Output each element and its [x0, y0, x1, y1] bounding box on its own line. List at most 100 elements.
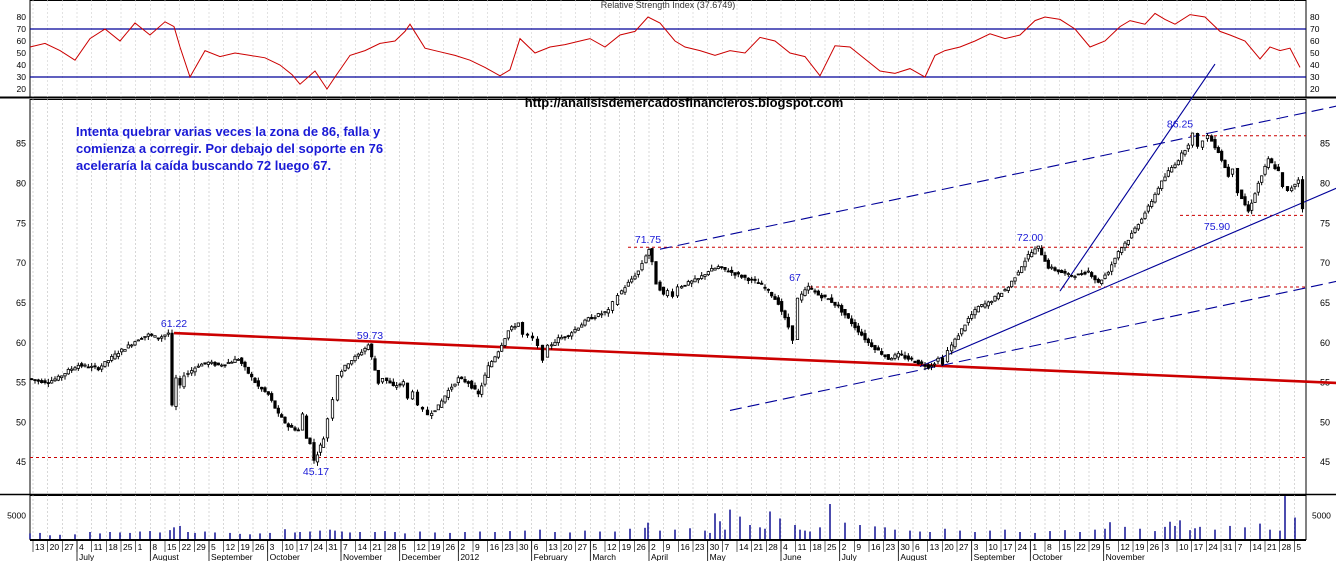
volume-bar	[1034, 532, 1036, 539]
candle-body	[360, 351, 364, 356]
volume-bar	[894, 529, 896, 539]
x-tick-label: 14	[358, 542, 368, 552]
candle-body	[236, 359, 240, 361]
volume-bar	[794, 525, 796, 539]
candle-body	[560, 336, 564, 340]
candle-body	[870, 342, 874, 347]
candle-body	[340, 371, 344, 377]
x-tick-label: 1	[1032, 542, 1037, 552]
candle-body	[373, 358, 377, 371]
candle-body	[1200, 140, 1205, 148]
x-tick-label: 11	[94, 542, 103, 552]
volume-bar	[341, 531, 343, 539]
candle-body	[100, 365, 104, 370]
candle-body	[670, 291, 675, 297]
candle-body	[120, 348, 124, 353]
x-tick-label: 30	[519, 542, 529, 552]
candle-body	[93, 365, 97, 368]
candle-body	[1016, 271, 1020, 276]
candle-body	[170, 332, 174, 406]
volume-bar	[1154, 531, 1156, 539]
rsi-tick-right: 80	[1310, 12, 1320, 22]
candle-body	[816, 290, 820, 296]
candle-body	[1103, 274, 1107, 279]
candle-body	[893, 354, 897, 359]
candle-body	[500, 344, 504, 352]
candle-body	[1096, 278, 1100, 283]
candle-body	[530, 335, 535, 339]
candle-body	[456, 377, 460, 383]
candle-body	[586, 317, 590, 322]
x-tick-label: 16	[871, 542, 881, 552]
volume-bar	[759, 527, 761, 539]
candle-body	[900, 353, 904, 356]
volume-bar	[1174, 525, 1176, 539]
x-month-label: August	[900, 552, 927, 561]
candle-body	[850, 318, 854, 325]
candle-body	[391, 381, 395, 387]
price-tick-right: 75	[1320, 218, 1330, 228]
volume-bar	[1194, 528, 1196, 539]
candle-body	[813, 290, 817, 293]
candle-body	[1026, 253, 1030, 260]
x-tick-label: 15	[167, 542, 177, 552]
price-tick-left: 80	[16, 179, 26, 189]
rsi-title: Relative Strength Index (37.6749)	[601, 0, 736, 10]
candle-body	[833, 301, 837, 306]
candle-body	[33, 379, 37, 381]
candle-body	[910, 357, 914, 360]
candle-body	[993, 295, 997, 302]
volume-bar	[1124, 526, 1126, 539]
candle-body	[545, 344, 550, 358]
candle-body	[46, 382, 50, 384]
candle-body	[535, 338, 540, 346]
rsi-tick-right: 20	[1310, 84, 1320, 94]
x-tick-label: 16	[490, 542, 500, 552]
volume-bar	[799, 529, 801, 539]
x-tick-label: 10	[1179, 542, 1189, 552]
x-tick-label: 30	[710, 542, 720, 552]
x-tick-label: 13	[548, 542, 558, 552]
x-tick-label: 9	[666, 542, 671, 552]
candle-body	[1153, 193, 1157, 203]
volume-bar	[139, 531, 141, 539]
candle-body	[730, 269, 734, 273]
volume-bar	[919, 531, 921, 539]
candle-body	[720, 266, 724, 269]
price-tick-left: 45	[16, 457, 26, 467]
candle-body	[696, 278, 700, 281]
candle-body	[246, 366, 250, 374]
x-tick-label: 22	[182, 542, 192, 552]
volume-bar	[229, 532, 231, 539]
x-tick-label: 7	[343, 542, 348, 552]
candle-body	[1040, 247, 1044, 256]
candle-body	[556, 337, 560, 344]
x-tick-label: 5	[1106, 542, 1111, 552]
candle-body	[606, 309, 610, 314]
candle-body	[290, 424, 294, 428]
price-label: 59.73	[357, 330, 383, 342]
candle-body	[553, 341, 557, 346]
volume-bar	[49, 535, 51, 539]
candle-body	[1093, 275, 1097, 281]
volume-bar	[329, 529, 331, 539]
volume-bar	[944, 528, 946, 539]
candle-body	[436, 404, 440, 411]
candle-body	[83, 364, 87, 367]
volume-bar	[404, 533, 406, 539]
price-tick-left: 60	[16, 338, 26, 348]
candle-body	[1285, 186, 1290, 191]
candle-body	[566, 335, 570, 338]
volume-bar	[1229, 525, 1231, 539]
candle-body	[963, 324, 967, 332]
candle-body	[1280, 172, 1285, 187]
x-tick-label: 29	[196, 542, 206, 552]
x-tick-label: 6	[534, 542, 539, 552]
volume-bar	[259, 533, 261, 539]
volume-bar	[169, 530, 171, 539]
candle-body	[276, 407, 280, 414]
x-tick-label: 19	[1135, 542, 1145, 552]
volume-bar	[204, 531, 206, 539]
candle-body	[106, 360, 110, 364]
candle-body	[405, 382, 410, 399]
